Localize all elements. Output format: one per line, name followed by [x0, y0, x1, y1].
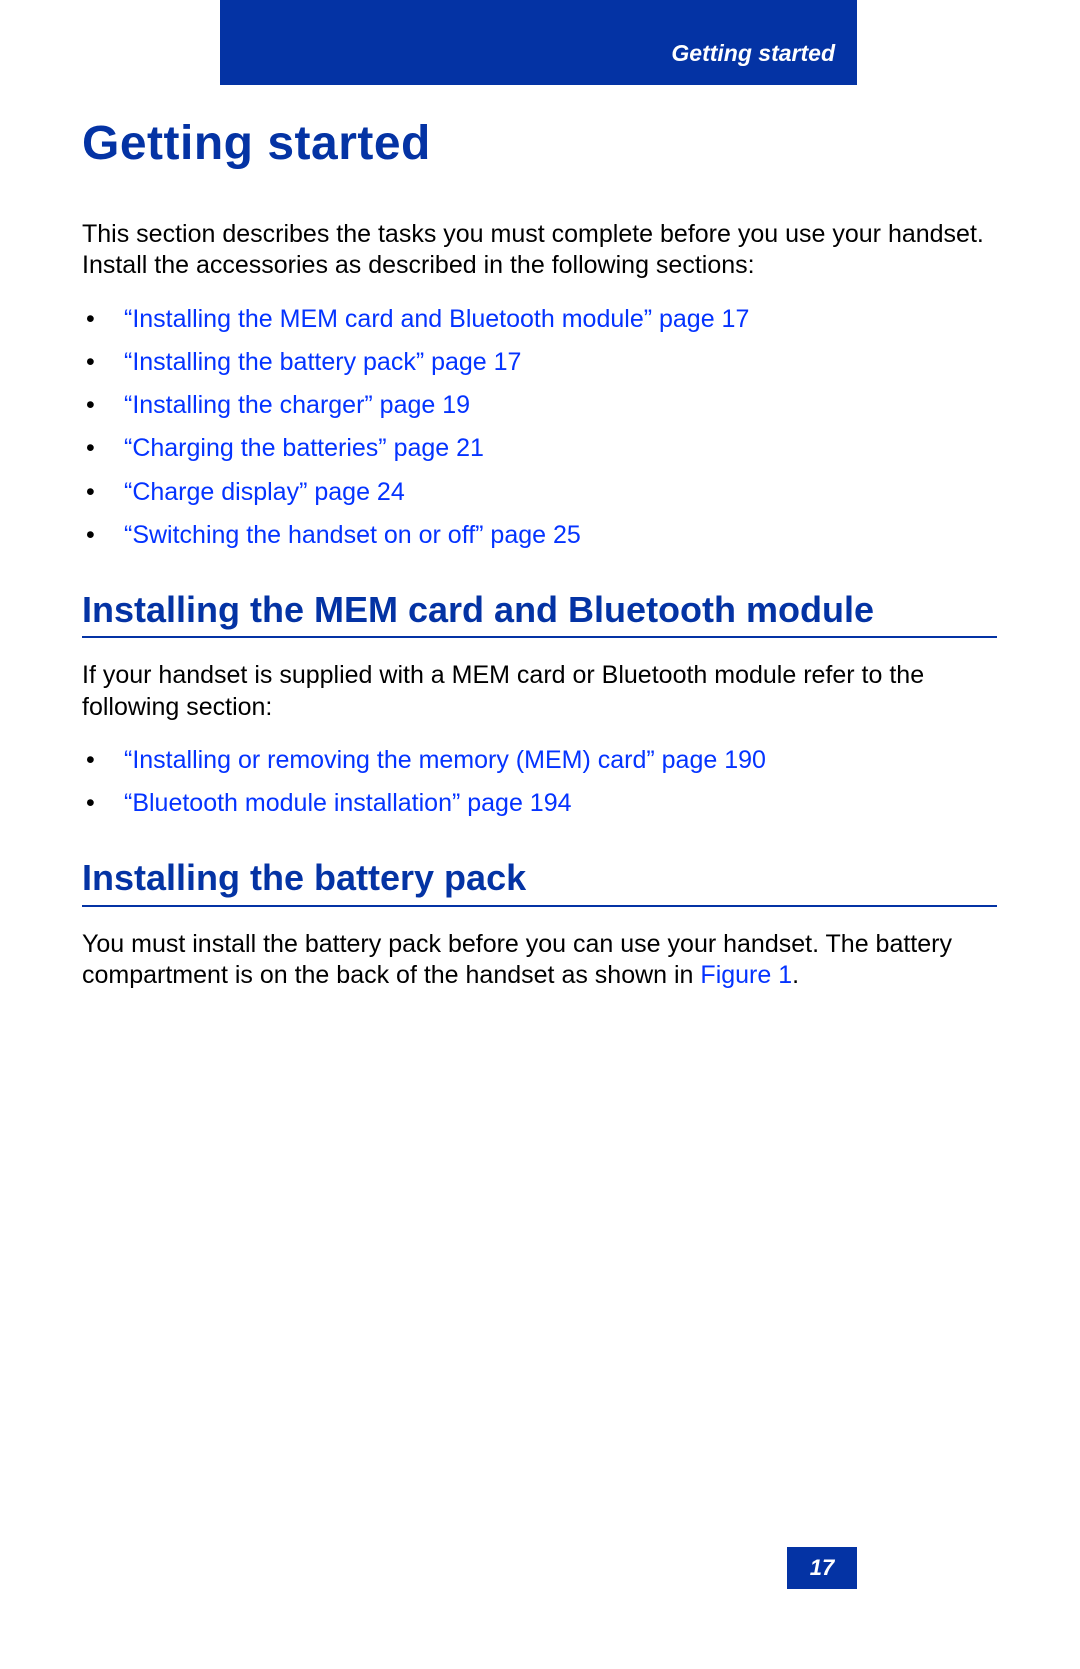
footer-page-tab: 17 [787, 1547, 857, 1589]
xref-link[interactable]: “Charge display” page 24 [124, 478, 405, 506]
section-heading-mem-bluetooth: Installing the MEM card and Bluetooth mo… [82, 589, 997, 638]
page-number: 17 [810, 1555, 834, 1581]
header-running-tab: Getting started [220, 0, 857, 85]
xref-link[interactable]: “Switching the handset on or off” page 2… [124, 521, 581, 549]
xref-link[interactable]: “Installing or removing the memory (MEM)… [124, 746, 766, 774]
list-item: “Installing the battery pack” page 17 [82, 347, 997, 378]
section2-body-pre: You must install the battery pack before… [82, 930, 952, 989]
section2-body-post: . [792, 961, 799, 989]
xref-link[interactable]: “Installing the battery pack” page 17 [124, 348, 521, 376]
section1-link-list: “Installing or removing the memory (MEM)… [82, 745, 997, 820]
page-content: Getting started This section describes t… [82, 110, 997, 1013]
section-heading-battery-pack: Installing the battery pack [82, 857, 997, 906]
section2-body: You must install the battery pack before… [82, 929, 997, 992]
xref-link[interactable]: “Bluetooth module installation” page 194 [124, 789, 572, 817]
list-item: “Charge display” page 24 [82, 477, 997, 508]
list-item: “Charging the batteries” page 21 [82, 433, 997, 464]
running-head-text: Getting started [671, 40, 835, 67]
intro-paragraph: This section describes the tasks you mus… [82, 219, 997, 282]
list-item: “Installing the MEM card and Bluetooth m… [82, 304, 997, 335]
figure-xref-link[interactable]: Figure 1 [700, 961, 792, 989]
list-item: “Installing the charger” page 19 [82, 390, 997, 421]
section1-body: If your handset is supplied with a MEM c… [82, 660, 997, 723]
list-item: “Bluetooth module installation” page 194 [82, 788, 997, 819]
list-item: “Installing or removing the memory (MEM)… [82, 745, 997, 776]
toc-link-list: “Installing the MEM card and Bluetooth m… [82, 304, 997, 552]
xref-link[interactable]: “Installing the charger” page 19 [124, 391, 470, 419]
xref-link[interactable]: “Installing the MEM card and Bluetooth m… [124, 305, 749, 333]
page-title: Getting started [82, 116, 997, 171]
list-item: “Switching the handset on or off” page 2… [82, 520, 997, 551]
xref-link[interactable]: “Charging the batteries” page 21 [124, 434, 484, 462]
